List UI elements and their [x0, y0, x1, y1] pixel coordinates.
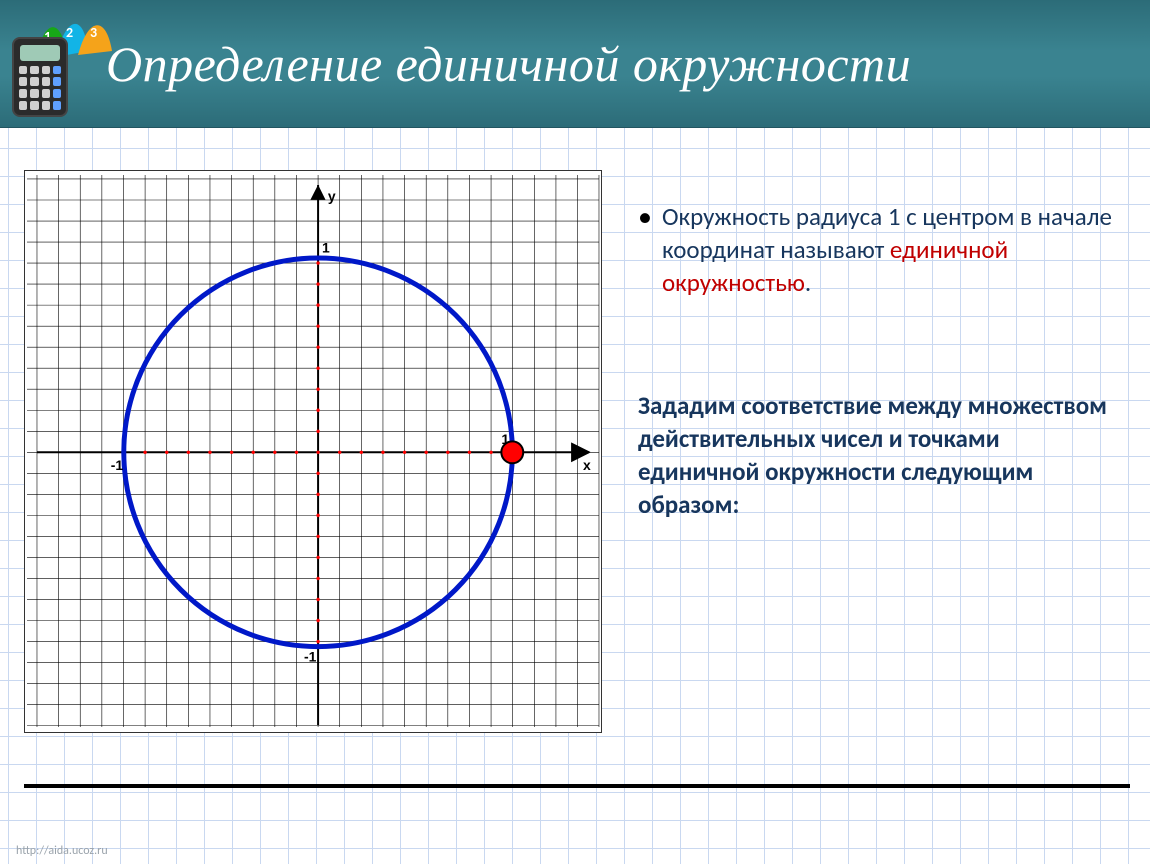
x-axis-label: x	[583, 457, 591, 473]
title-bar: 1 2 3 Определение единичной окружности	[0, 0, 1150, 128]
text-column: • Окружность радиуса 1 с центром в начал…	[602, 170, 1130, 733]
p1-text-before: Окружность радиуса 1 с центром в начале …	[662, 201, 1112, 265]
y-axis-label: y	[328, 188, 336, 204]
footer-url: http://aida.ucoz.ru	[16, 844, 108, 858]
svg-text:3: 3	[90, 24, 97, 41]
definition-paragraph: • Окружность радиуса 1 с центром в начал…	[638, 200, 1112, 299]
svg-text:2: 2	[66, 24, 73, 41]
tick-x-neg1: -1	[111, 457, 124, 473]
tick-y-neg1: -1	[304, 648, 317, 664]
page-title: Определение единичной окружности	[106, 35, 911, 93]
tick-y-pos1: 1	[322, 240, 330, 256]
second-paragraph: Зададим соответствие между множеством де…	[638, 389, 1112, 521]
unit-circle-chart: y x 1 -1 -1 1	[24, 170, 602, 733]
p1-text-after: .	[805, 267, 811, 298]
divider-line	[24, 784, 1130, 788]
calculator-icon: 1 2 3	[6, 9, 106, 119]
content-row: y x 1 -1 -1 1 • Окружность радиуса 1 с ц…	[0, 128, 1150, 733]
bullet-icon: •	[638, 200, 648, 299]
unit-point	[501, 441, 523, 463]
